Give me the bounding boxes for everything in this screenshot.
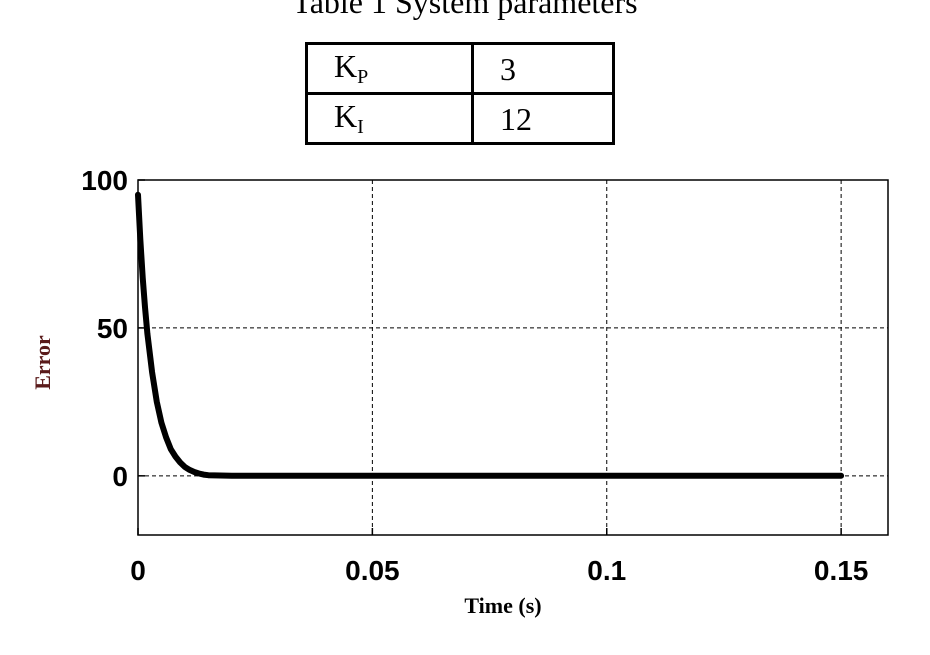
table-caption: Table 1 System parameters [292,0,638,20]
series-line [135,191,845,479]
y-axis-ticks: 0 50 100 [81,165,145,492]
chart-grid [138,180,888,535]
x-tick-label: 0 [130,555,146,586]
y-tick-label: 100 [81,165,128,196]
series-lines [135,191,845,479]
x-tick-label: 0.15 [814,555,869,586]
x-tick-label: 0.1 [587,555,626,586]
y-tick-label: 0 [112,461,128,492]
parameter-name-cell: KP [305,42,474,95]
parameters-table: KP 3 KI 12 [305,42,615,145]
plot-frame [137,179,889,536]
parameter-value-cell: 12 [471,92,615,145]
parameter-value-cell: 3 [471,42,615,95]
y-axis-label: Error [30,335,55,390]
x-tick-label: 0.05 [345,555,400,586]
table-row: KP 3 [305,42,615,95]
parameter-name-cell: KI [305,92,474,145]
x-axis-ticks: 0 0.05 0.1 0.15 [130,528,868,586]
y-tick-label: 50 [97,313,128,344]
x-axis-label: Time (s) [464,593,541,618]
table-row: KI 12 [305,92,615,145]
